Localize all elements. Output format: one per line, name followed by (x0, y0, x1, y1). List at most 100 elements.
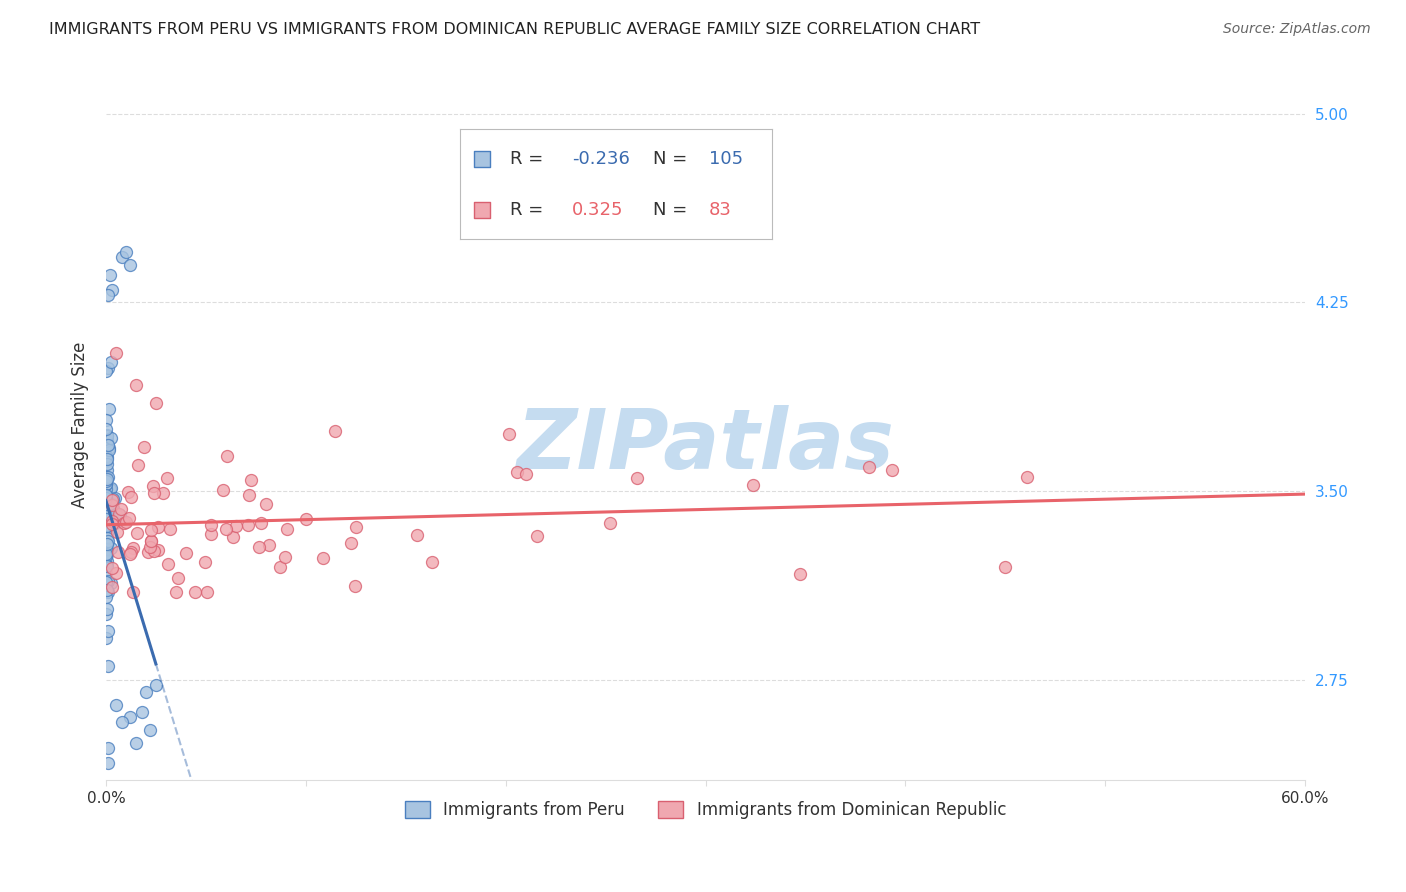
Point (101, 517, 124, 532)
Point (104, 491, 127, 505)
Point (225, 518, 247, 533)
Point (238, 488, 260, 502)
Point (250, 516, 273, 531)
Point (132, 440, 155, 454)
Point (98, 497, 121, 511)
Point (96, 454, 118, 468)
Point (96, 527, 118, 541)
Point (120, 545, 142, 559)
Point (97, 740, 120, 755)
Point (97, 288, 120, 302)
Point (789, 567, 811, 582)
Point (98, 268, 121, 282)
Point (96, 413, 118, 427)
Point (121, 491, 143, 505)
Point (96, 543, 118, 558)
Point (96, 499, 118, 513)
Point (96, 514, 118, 528)
Point (155, 471, 177, 485)
Point (101, 514, 124, 528)
Point (136, 545, 159, 559)
Point (96, 519, 118, 533)
Point (96, 422, 118, 436)
Point (422, 555, 444, 569)
Point (105, 524, 128, 539)
Point (200, 518, 222, 533)
Point (103, 500, 125, 515)
Point (118, 258, 141, 272)
Point (498, 426, 520, 441)
Point (96, 491, 118, 505)
Point (96, 513, 118, 527)
Point (96, 457, 118, 471)
Point (257, 538, 280, 552)
Point (96, 450, 118, 464)
Point (96, 490, 118, 504)
Point (104, 698, 127, 712)
Point (96, 482, 118, 496)
Point (100, 431, 122, 445)
Point (97, 574, 120, 589)
Point (1017, 470, 1039, 484)
Point (247, 540, 270, 554)
Point (344, 579, 367, 593)
Point (139, 533, 162, 548)
Point (96, 549, 118, 563)
Point (167, 570, 190, 584)
Point (145, 396, 167, 410)
Point (115, 515, 138, 529)
Point (100, 355, 122, 369)
Point (742, 478, 765, 492)
Point (139, 541, 162, 555)
Point (236, 518, 259, 533)
Point (115, 245, 138, 260)
Point (96, 531, 118, 545)
Point (121, 584, 143, 599)
Point (97, 659, 120, 673)
Point (184, 584, 207, 599)
Point (96, 474, 118, 488)
Point (101, 283, 124, 297)
Point (626, 471, 648, 485)
Point (100, 541, 122, 555)
Point (96, 450, 118, 464)
Point (101, 560, 124, 574)
Point (212, 483, 235, 497)
Point (96, 558, 118, 572)
Point (104, 345, 127, 359)
Point (112, 516, 135, 531)
Point (100, 576, 122, 591)
Point (146, 542, 169, 557)
Point (96, 508, 118, 523)
Point (108, 507, 131, 521)
Point (135, 685, 157, 699)
Point (120, 547, 142, 561)
Point (96, 547, 118, 561)
Point (97, 500, 120, 515)
Point (222, 530, 245, 544)
Point (254, 497, 277, 511)
Point (526, 529, 548, 543)
Point (96, 547, 118, 561)
Point (104, 508, 127, 522)
Point (97, 469, 120, 483)
Legend: Immigrants from Peru, Immigrants from Dominican Republic: Immigrants from Peru, Immigrants from Do… (398, 794, 1012, 825)
Point (96, 559, 118, 574)
Y-axis label: Average Family Size: Average Family Size (72, 342, 89, 508)
Point (101, 499, 124, 513)
Point (406, 527, 429, 541)
Point (96, 557, 118, 571)
Point (274, 549, 297, 564)
Point (96, 434, 118, 449)
Point (96, 554, 118, 568)
Point (96, 506, 118, 520)
Point (97, 361, 120, 376)
Point (96, 583, 118, 598)
Point (96, 453, 118, 467)
Point (96, 537, 118, 551)
Point (143, 544, 166, 558)
Point (96, 517, 118, 532)
Point (143, 486, 166, 500)
Point (96, 472, 118, 486)
Point (344, 520, 367, 534)
